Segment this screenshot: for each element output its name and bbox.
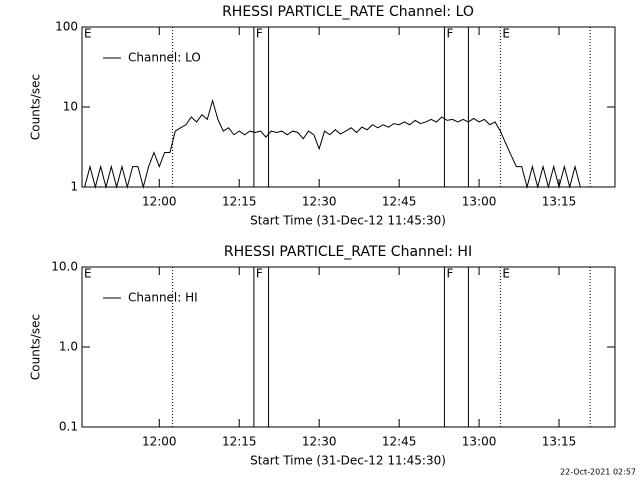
time-marker-label: E [84, 267, 92, 281]
y-tick-label: 10.0 [51, 260, 78, 274]
y-tick-label: 10 [63, 100, 78, 114]
time-marker-label: E [502, 267, 510, 281]
time-marker-label: F [256, 267, 263, 281]
y-tick-label: 100 [55, 20, 78, 34]
x-tick-label: 12:00 [142, 195, 177, 209]
footer: 22-Oct-2021 02:57 [560, 468, 636, 477]
x-tick-label: 13:15 [542, 195, 577, 209]
x-tick-label: 12:30 [302, 195, 337, 209]
time-marker-label: F [446, 267, 453, 281]
x-tick-label: 13:00 [462, 195, 497, 209]
x-tick-label: 12:45 [382, 195, 417, 209]
x-tick-label: 12:30 [302, 435, 337, 449]
y-axis-label: Counts/sec [29, 314, 43, 380]
time-marker-label: F [446, 27, 453, 41]
y-tick-label: 1.0 [59, 340, 78, 354]
x-tick-label: 12:45 [382, 435, 417, 449]
y-tick-label: 0.1 [59, 420, 78, 434]
x-axis-label: Start Time (31-Dec-12 11:45:30) [250, 214, 446, 228]
x-tick-label: 12:15 [222, 435, 257, 449]
y-axis-label: Counts/sec [29, 74, 43, 140]
legend-label: Channel: HI [128, 291, 198, 305]
time-marker-label: E [502, 27, 510, 41]
y-tick-label: 1 [70, 180, 78, 194]
data-line [84, 98, 581, 189]
x-tick-label: 12:15 [222, 195, 257, 209]
chart-title: RHESSI PARTICLE_RATE Channel: HI [224, 244, 472, 260]
plot-frame [81, 266, 616, 428]
plot-frame [81, 26, 616, 188]
legend-label: Channel: LO [128, 51, 201, 65]
x-axis-label: Start Time (31-Dec-12 11:45:30) [250, 454, 446, 468]
time-marker-label: F [256, 27, 263, 41]
chart-title: RHESSI PARTICLE_RATE Channel: LO [222, 4, 474, 20]
x-tick-label: 13:15 [542, 435, 577, 449]
time-marker-label: E [84, 27, 92, 41]
x-tick-label: 13:00 [462, 435, 497, 449]
x-tick-label: 12:00 [142, 435, 177, 449]
